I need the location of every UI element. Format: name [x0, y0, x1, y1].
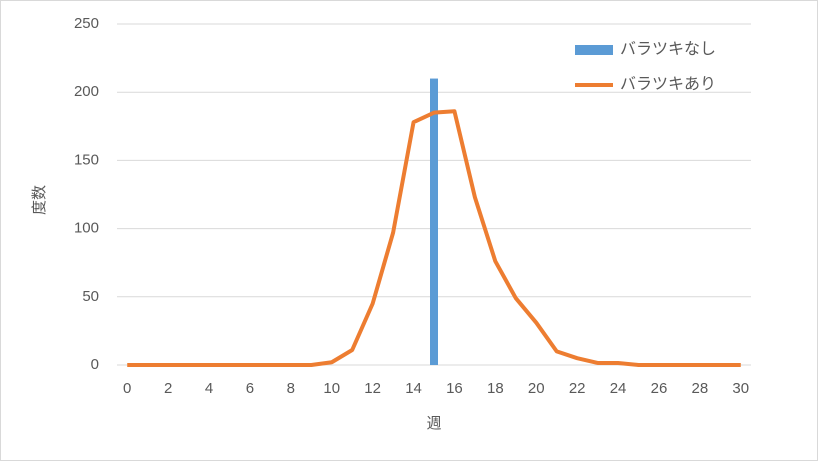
x-tick-label: 6	[246, 380, 254, 397]
line	[127, 109, 741, 367]
legend-label: バラツキあり	[620, 75, 716, 93]
y-tick-label: 100	[74, 220, 99, 237]
x-tick-label: 20	[528, 380, 545, 397]
y-tick-label: 50	[82, 288, 99, 305]
x-tick-label: 14	[405, 380, 422, 397]
y-tick-label: 200	[74, 83, 99, 100]
x-tick-label: 12	[364, 380, 381, 397]
y-tick-label: 250	[74, 15, 99, 32]
x-tick-label: 18	[487, 380, 504, 397]
x-tick-label: 28	[692, 380, 709, 397]
x-tick-label: 8	[287, 380, 295, 397]
x-tick-label: 2	[164, 380, 172, 397]
x-tick-label: 0	[123, 380, 131, 397]
bar	[430, 78, 438, 365]
x-tick-label: 22	[569, 380, 586, 397]
y-axis-label: 度数	[31, 185, 48, 215]
x-tick-label: 16	[446, 380, 463, 397]
x-tick-label: 4	[205, 380, 213, 397]
legend-label: バラツキなし	[620, 40, 716, 58]
legend-swatch	[575, 45, 613, 55]
x-axis-label: 週	[426, 415, 441, 432]
x-tick-label: 10	[323, 380, 340, 397]
x-tick-label: 24	[610, 380, 627, 397]
x-tick-label: 30	[732, 380, 749, 397]
y-tick-label: 150	[74, 151, 99, 168]
y-tick-label: 0	[91, 356, 99, 373]
x-tick-label: 26	[651, 380, 668, 397]
